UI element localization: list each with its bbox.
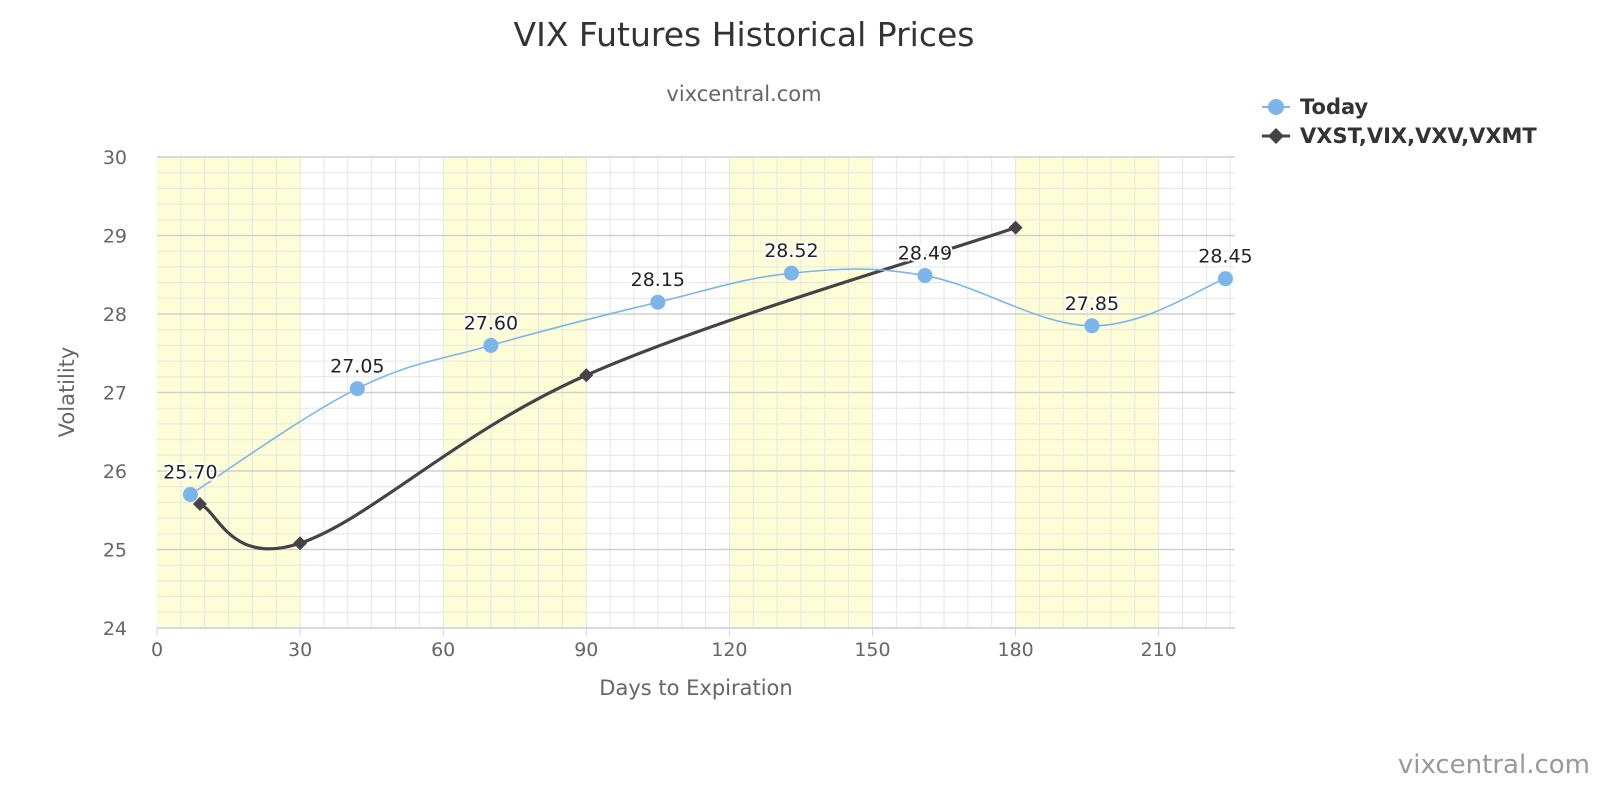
legend-marker-circle [1268, 99, 1284, 115]
y-tick-label: 27 [103, 383, 127, 405]
x-tick-label: 180 [997, 639, 1033, 661]
data-point-today[interactable] [650, 294, 666, 310]
x-tick-label: 60 [431, 639, 455, 661]
y-tick-label: 24 [103, 618, 127, 640]
y-tick-label: 26 [103, 461, 127, 483]
data-label: 28.45 [1198, 246, 1252, 268]
data-point-vxst-vix-vxv-vxmt[interactable] [293, 536, 308, 551]
x-tick-label: 210 [1141, 639, 1177, 661]
data-label: 28.52 [764, 240, 818, 262]
chart-subtitle: vixcentral.com [666, 82, 821, 106]
data-point-today[interactable] [783, 265, 799, 281]
legend-marker-diamond [1268, 128, 1284, 144]
y-tick-label: 30 [103, 147, 127, 169]
legend-item-today[interactable]: Today [1262, 95, 1369, 119]
data-point-vxst-vix-vxv-vxmt[interactable] [1008, 220, 1023, 235]
y-tick-label: 28 [103, 304, 127, 326]
data-point-vxst-vix-vxv-vxmt[interactable] [579, 368, 594, 383]
data-point-today[interactable] [182, 487, 198, 503]
data-label: 28.15 [631, 269, 685, 291]
data-point-today[interactable] [1217, 271, 1233, 287]
x-tick-label: 30 [288, 639, 312, 661]
data-label: 27.60 [464, 312, 518, 334]
data-point-today[interactable] [917, 268, 933, 284]
axes: 0 30 60 90 120 150 180 210 24 25 26 27 28 29 30 [103, 147, 1235, 661]
data-label: 27.85 [1065, 293, 1119, 315]
x-tick-label: 0 [151, 639, 163, 661]
data-point-today[interactable] [483, 337, 499, 353]
data-point-today[interactable] [1084, 318, 1100, 334]
data-label: 27.05 [330, 356, 384, 378]
legend: Today VXST,VIX,VXV,VXMT [1262, 95, 1537, 148]
data-label: 25.70 [163, 462, 217, 484]
y-tick-label: 29 [103, 226, 127, 248]
x-tick-label: 120 [711, 639, 747, 661]
legend-item-vxst-vix-vxv-vxmt[interactable]: VXST,VIX,VXV,VXMT [1262, 124, 1537, 148]
legend-label-term-structure: VXST,VIX,VXV,VXMT [1300, 124, 1537, 148]
data-point-vxst-vix-vxv-vxmt[interactable] [192, 496, 207, 511]
y-tick-label: 25 [103, 540, 127, 562]
data-label: 28.49 [898, 243, 952, 265]
credit-label[interactable]: vixcentral.com [1398, 750, 1590, 780]
x-tick-label: 90 [574, 639, 598, 661]
data-labels: 25.70 27.05 27.60 28.15 28.52 28.49 27.85 28.45 [161, 238, 1254, 485]
x-tick-label: 150 [854, 639, 890, 661]
data-point-today[interactable] [349, 381, 365, 397]
series-line-vxst-vix-vxv-vxmt[interactable] [198, 226, 1018, 551]
series-markers [182, 220, 1233, 551]
grid-lines [157, 156, 1235, 629]
y-axis-title: Volatility [55, 347, 79, 438]
x-axis-title: Days to Expiration [599, 676, 792, 700]
chart-title: VIX Futures Historical Prices [514, 15, 975, 54]
legend-label-today: Today [1300, 95, 1369, 119]
